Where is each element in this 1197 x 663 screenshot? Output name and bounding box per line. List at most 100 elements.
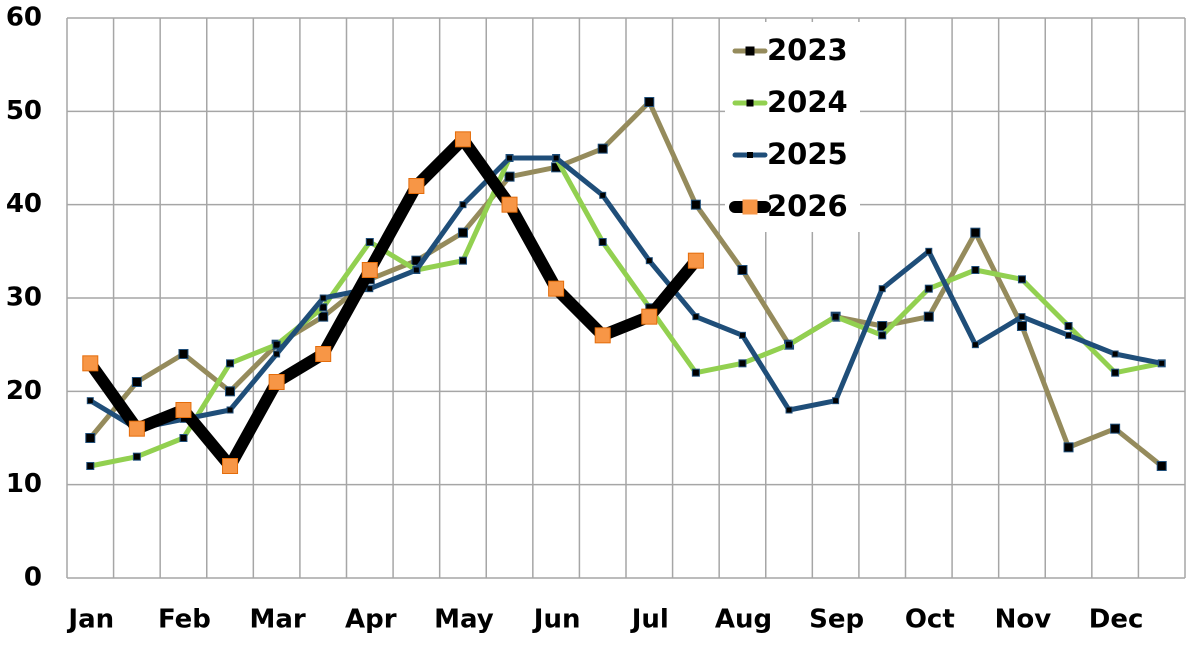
marker xyxy=(225,386,236,397)
x-tick-label: Oct xyxy=(905,605,955,635)
x-tick-label: Jul xyxy=(630,605,669,635)
marker xyxy=(785,406,793,414)
marker xyxy=(268,374,285,390)
legend-marker xyxy=(742,199,758,215)
x-tick-label: Feb xyxy=(158,605,211,635)
x-tick-label: Sep xyxy=(809,605,864,635)
marker xyxy=(971,341,979,349)
marker xyxy=(548,280,565,297)
marker xyxy=(552,154,560,162)
marker xyxy=(318,311,329,322)
marker xyxy=(457,227,468,238)
marker xyxy=(692,313,700,321)
marker xyxy=(1063,442,1074,453)
marker xyxy=(925,247,933,255)
marker xyxy=(273,350,281,358)
legend-label: 2025 xyxy=(767,137,848,171)
marker xyxy=(82,355,99,372)
y-tick-label: 10 xyxy=(6,469,42,499)
marker xyxy=(970,227,981,238)
marker xyxy=(226,359,235,368)
marker xyxy=(598,238,607,246)
y-tick-label: 30 xyxy=(6,283,42,313)
marker xyxy=(178,349,189,359)
marker xyxy=(222,458,239,474)
marker xyxy=(597,143,608,154)
x-tick-label: Jun xyxy=(532,605,581,635)
marker xyxy=(737,265,748,275)
marker xyxy=(1110,423,1121,434)
marker xyxy=(86,462,95,470)
marker xyxy=(1016,321,1027,331)
y-tick-label: 0 xyxy=(24,563,42,593)
marker xyxy=(131,377,142,387)
marker xyxy=(878,331,887,340)
marker xyxy=(1156,461,1167,471)
marker xyxy=(878,285,886,293)
x-tick-label: Jan xyxy=(66,605,114,635)
marker xyxy=(641,308,658,325)
marker xyxy=(877,321,888,331)
marker xyxy=(1111,368,1120,377)
marker xyxy=(832,397,840,405)
marker xyxy=(361,262,378,278)
marker xyxy=(1018,313,1026,321)
marker xyxy=(85,433,96,443)
y-tick-label: 60 xyxy=(6,3,42,33)
marker xyxy=(175,402,192,418)
legend-marker xyxy=(745,46,755,56)
legend-box xyxy=(725,22,860,232)
marker xyxy=(454,131,471,148)
x-tick-label: Mar xyxy=(250,605,306,635)
legend-label: 2023 xyxy=(767,33,848,67)
marker xyxy=(923,311,934,322)
marker xyxy=(594,327,611,344)
marker xyxy=(408,178,425,194)
marker xyxy=(412,266,420,274)
series-line xyxy=(88,99,1164,468)
marker xyxy=(1158,359,1166,367)
marker xyxy=(785,340,794,349)
marker xyxy=(128,420,145,437)
y-tick-label: 40 xyxy=(6,189,42,219)
marker xyxy=(738,359,747,368)
marker xyxy=(365,238,374,246)
marker xyxy=(1065,331,1073,339)
marker xyxy=(226,406,234,414)
x-tick-label: May xyxy=(434,605,494,635)
marker xyxy=(504,171,515,182)
marker xyxy=(831,312,840,321)
marker xyxy=(1064,322,1073,330)
marker xyxy=(86,397,94,405)
marker xyxy=(319,303,328,312)
legend-label: 2024 xyxy=(767,85,848,119)
marker xyxy=(738,331,746,339)
marker xyxy=(506,154,514,162)
x-tick-label: Dec xyxy=(1089,605,1144,635)
marker xyxy=(924,284,933,293)
series-line xyxy=(89,155,1163,432)
marker xyxy=(1111,350,1119,358)
marker xyxy=(644,97,655,107)
series-line xyxy=(89,155,1163,469)
marker xyxy=(459,201,467,209)
marker xyxy=(132,452,141,461)
marker xyxy=(272,340,281,349)
marker xyxy=(179,434,188,442)
marker xyxy=(458,256,467,265)
marker xyxy=(501,196,518,213)
legend-marker xyxy=(746,99,754,107)
legend-label: 2026 xyxy=(767,189,848,223)
x-tick-label: Aug xyxy=(715,605,772,635)
marker xyxy=(691,368,700,377)
marker xyxy=(971,266,980,274)
x-tick-label: Nov xyxy=(995,605,1052,635)
legend-marker xyxy=(747,152,753,158)
marker xyxy=(687,252,704,269)
marker xyxy=(599,191,607,199)
marker xyxy=(1017,275,1026,284)
marker xyxy=(319,294,327,302)
y-tick-label: 20 xyxy=(6,376,42,406)
